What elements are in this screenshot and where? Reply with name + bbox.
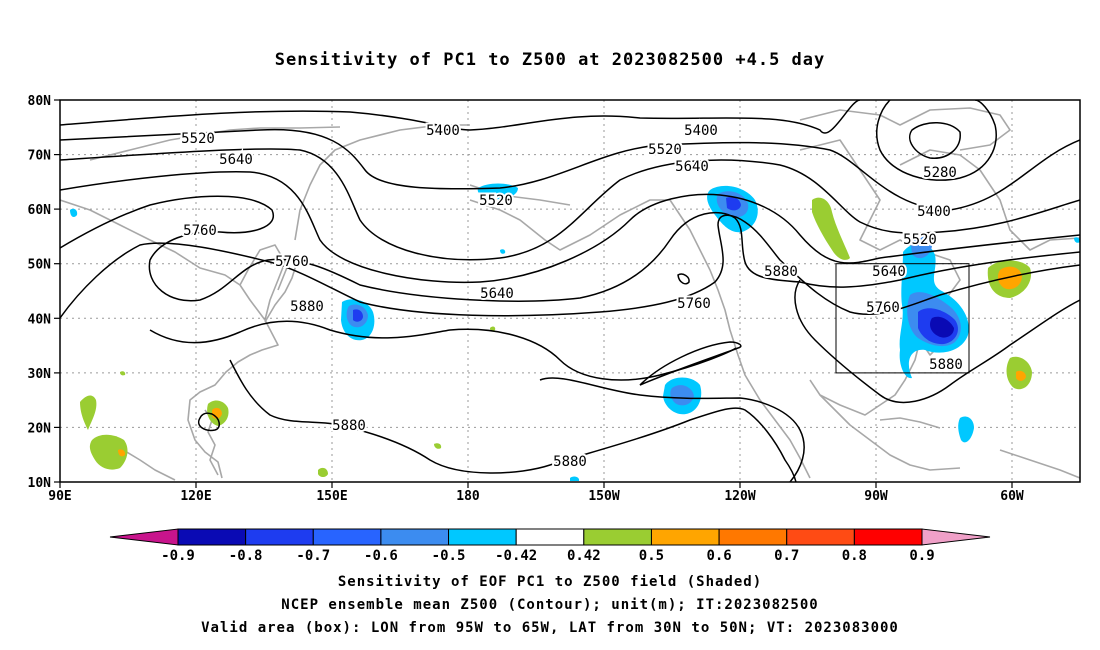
colorbar-arrow-high xyxy=(921,528,991,546)
colorbar-label: -0.5 xyxy=(432,548,466,564)
contour-label: 5760 xyxy=(866,300,900,316)
contour-labels: 5520 5640 5760 5760 5880 5400 5520 5640 … xyxy=(179,121,965,472)
colorbar-arrow-low xyxy=(109,528,179,546)
colorbar-swatch xyxy=(718,528,788,546)
contour-label: 5760 xyxy=(183,223,217,239)
lon-label: 180 xyxy=(456,489,480,504)
colorbar-swatch xyxy=(650,528,720,546)
colorbar-swatch xyxy=(786,528,855,546)
colorbar-label: 0.8 xyxy=(842,548,867,564)
contour-label: 5640 xyxy=(480,286,514,302)
colorbar-label: -0.42 xyxy=(495,548,537,564)
colorbar-label: 0.9 xyxy=(909,548,934,564)
colorbar-label: 0.5 xyxy=(639,548,664,564)
contour-label: 5400 xyxy=(426,123,460,139)
lon-label: 120W xyxy=(724,489,755,504)
contour-label: 5640 xyxy=(219,152,253,168)
lat-label: 30N xyxy=(28,367,52,382)
caption-shaded: Sensitivity of EOF PC1 to Z500 field (Sh… xyxy=(337,574,763,590)
lat-label: 20N xyxy=(28,421,52,436)
contour-label: 5880 xyxy=(553,454,587,470)
lon-label: 120E xyxy=(180,489,211,504)
colorbar-swatch xyxy=(583,528,652,546)
caption-contour: NCEP ensemble mean Z500 (Contour); unit(… xyxy=(281,597,819,613)
grid-lines xyxy=(60,100,1080,482)
colorbar-swatch xyxy=(177,528,247,546)
lat-label: 50N xyxy=(28,258,52,273)
contour-label: 5520 xyxy=(648,142,682,158)
lon-label: 60W xyxy=(1000,489,1024,504)
colorbar-swatch xyxy=(448,528,517,546)
contour-label: 5520 xyxy=(181,131,215,147)
lat-label: 40N xyxy=(28,312,52,327)
colorbar-swatch xyxy=(245,528,314,546)
colorbar-label: 0.6 xyxy=(706,548,731,564)
colorbar-label: 0.42 xyxy=(567,548,601,564)
colorbar-swatch xyxy=(515,528,585,546)
colorbar-swatch xyxy=(380,528,450,546)
contour-label: 5760 xyxy=(677,296,711,312)
caption-valid-area: Valid area (box): LON from 95W to 65W, L… xyxy=(201,620,899,636)
plot-title: Sensitivity of PC1 to Z500 at 2023082500… xyxy=(274,50,826,70)
z500-contours xyxy=(60,100,1080,482)
contour-label: 5880 xyxy=(764,264,798,280)
lat-labels: 80N 70N 60N 50N 40N 30N 20N 10N xyxy=(28,94,52,491)
contour-label: 5400 xyxy=(684,123,718,139)
lat-label: 10N xyxy=(28,476,52,491)
lon-label: 150E xyxy=(316,489,347,504)
colorbar xyxy=(109,528,991,546)
colorbar-label: -0.9 xyxy=(161,548,195,564)
lat-label: 70N xyxy=(28,149,52,164)
colorbar-label: -0.8 xyxy=(229,548,263,564)
contour-label: 5520 xyxy=(479,193,513,209)
shaded-sensitivity xyxy=(70,183,1080,481)
contour-label: 5880 xyxy=(929,357,963,373)
colorbar-labels: -0.9 -0.8 -0.7 -0.6 -0.5 -0.42 0.42 0.5 0.6 0.7 0.… xyxy=(161,548,935,564)
lon-label: 90W xyxy=(864,489,888,504)
lon-label: 150W xyxy=(588,489,619,504)
lat-label: 80N xyxy=(28,94,52,109)
map-frame xyxy=(59,99,1081,483)
contour-label: 5640 xyxy=(872,264,906,280)
tick-marks xyxy=(54,99,1013,488)
contour-label: 5280 xyxy=(923,165,957,181)
lat-label: 60N xyxy=(28,203,52,218)
contour-label: 5880 xyxy=(290,299,324,315)
contour-label: 5880 xyxy=(332,418,366,434)
lon-label: 90E xyxy=(48,489,71,504)
colorbar-label: -0.7 xyxy=(296,548,330,564)
contour-label: 5400 xyxy=(917,204,951,220)
colorbar-swatch xyxy=(853,528,923,546)
contour-label: 5760 xyxy=(275,254,309,270)
colorbar-swatch xyxy=(312,528,382,546)
lon-labels: 90E 120E 150E 180 150W 120W 90W 60W xyxy=(48,489,1024,504)
contour-label: 5520 xyxy=(903,232,937,248)
colorbar-label: 0.7 xyxy=(774,548,799,564)
contour-label: 5640 xyxy=(675,159,709,175)
valid-area-box xyxy=(835,263,970,374)
colorbar-label: -0.6 xyxy=(364,548,398,564)
